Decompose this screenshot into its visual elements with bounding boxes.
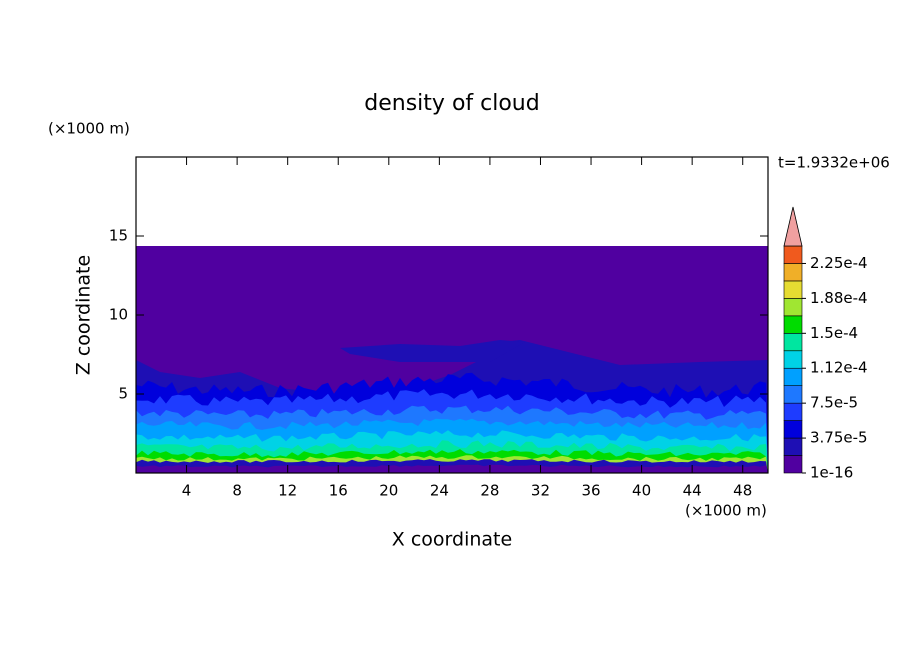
colorbar-tick-label: 2.25e-4 <box>810 254 868 272</box>
x-tick-label: 24 <box>430 482 449 500</box>
colorbar-tick-label: 1.5e-4 <box>810 324 858 342</box>
colorbar-box <box>783 367 803 386</box>
field-region <box>340 340 525 362</box>
x-tick-label: 16 <box>329 482 348 500</box>
colorbar-tick-label: 1.88e-4 <box>810 289 868 307</box>
colorbar-box <box>783 402 803 421</box>
x-axis-label: X coordinate <box>392 529 512 551</box>
colorbar-box <box>783 455 803 474</box>
y-tick-label: 10 <box>109 306 128 324</box>
y-tick-label: 15 <box>109 227 128 245</box>
colorbar-box <box>783 420 803 439</box>
field-region <box>136 464 768 473</box>
colorbar-box <box>783 350 803 369</box>
colorbar-box <box>783 245 803 264</box>
x-tick-label: 36 <box>581 482 600 500</box>
x-tick-label: 40 <box>632 482 651 500</box>
x-tick-label: 8 <box>232 482 242 500</box>
domain-top <box>136 157 768 246</box>
x-tick-label: 44 <box>683 482 702 500</box>
colorbar-box <box>783 333 803 352</box>
x-tick-label: 12 <box>278 482 297 500</box>
colorbar-box <box>783 385 803 404</box>
chart-title: density of cloud <box>364 91 539 116</box>
colorbar-box <box>783 298 803 317</box>
colorbar-box <box>783 263 803 282</box>
colorbar-tick-label: 1.12e-4 <box>810 359 868 377</box>
y-tick-label: 5 <box>118 385 128 403</box>
colorbar-box <box>783 280 803 299</box>
x-tick-label: 48 <box>733 482 752 500</box>
colorbar-extend <box>783 206 803 247</box>
x-tick-label: 4 <box>182 482 192 500</box>
x-tick-label: 20 <box>379 482 398 500</box>
colorbar-tick-label: 3.75e-5 <box>810 429 868 447</box>
x-unit: (×1000 m) <box>685 502 767 520</box>
colorbar-box <box>783 437 803 456</box>
colorbar-tick-label: 1e-16 <box>810 464 853 482</box>
x-tick-label: 32 <box>531 482 550 500</box>
y-axis-label: Z coordinate <box>73 255 95 375</box>
colorbar-tick-label: 7.5e-5 <box>810 394 858 412</box>
contour-field <box>136 157 768 473</box>
annotation: t=1.9332e+06 <box>778 154 890 172</box>
y-unit: (×1000 m) <box>48 120 130 138</box>
colorbar-box <box>783 315 803 334</box>
x-tick-label: 28 <box>480 482 499 500</box>
